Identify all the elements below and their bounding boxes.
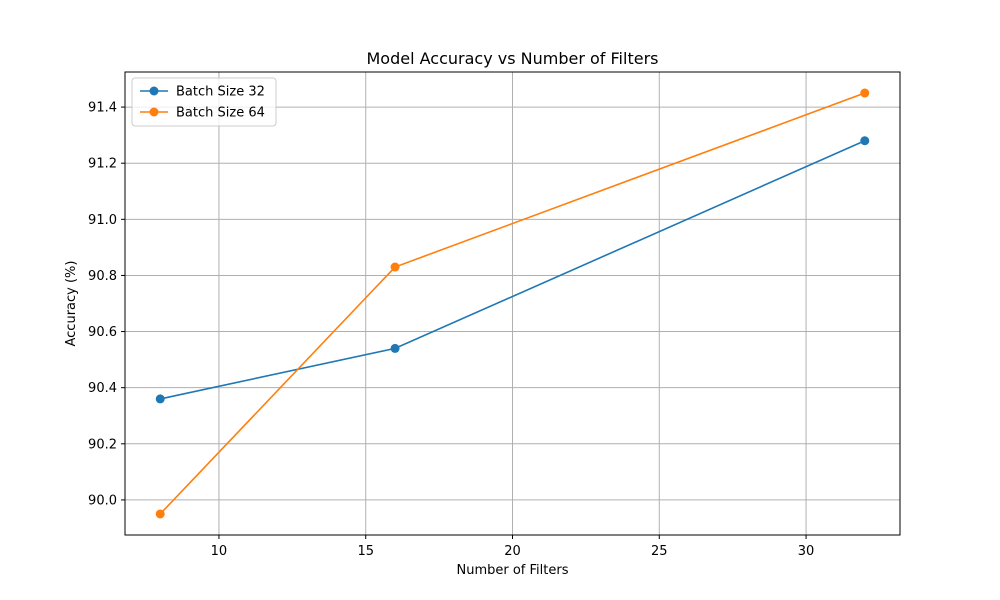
- series-1-point: [390, 343, 400, 353]
- x-tick-label: 15: [357, 544, 374, 559]
- y-axis-label: Accuracy (%): [64, 261, 79, 347]
- chart-title: Model Accuracy vs Number of Filters: [367, 49, 659, 68]
- legend-swatch-marker: [149, 107, 159, 117]
- x-tick-label: 20: [504, 544, 521, 559]
- series-2-point: [155, 509, 165, 519]
- legend-entry-label: Batch Size 32: [176, 85, 265, 100]
- y-tick-label: 90.0: [88, 493, 117, 508]
- y-tick-label: 90.8: [88, 269, 117, 284]
- x-axis-label: Number of Filters: [457, 563, 569, 578]
- series-2-point: [390, 262, 400, 272]
- series-1-point: [860, 136, 870, 146]
- x-axis-ticks: 10 15 20 25 30: [211, 535, 815, 559]
- y-tick-label: 90.6: [88, 325, 117, 340]
- x-tick-label: 30: [798, 544, 815, 559]
- series-layer: [155, 88, 870, 519]
- x-tick-label: 10: [211, 544, 228, 559]
- series-1-point: [155, 394, 165, 404]
- legend-box: [131, 77, 277, 127]
- legend-entry-label: Batch Size 64: [176, 106, 265, 121]
- legend-swatch-marker: [149, 86, 159, 96]
- y-tick-label: 90.2: [88, 437, 117, 452]
- series-2-point: [860, 88, 870, 98]
- y-tick-label: 91.0: [88, 213, 117, 228]
- y-tick-label: 91.2: [88, 157, 117, 172]
- x-tick-label: 25: [651, 544, 668, 559]
- y-tick-label: 90.4: [88, 381, 117, 396]
- y-tick-label: 91.4: [88, 101, 117, 116]
- y-axis-ticks: 90.0 90.2 90.4 90.6 90.8 91.0 91.2 91.4: [88, 101, 125, 508]
- legend: Batch Size 32 Batch Size 64: [131, 77, 277, 127]
- grid-lines: [125, 72, 900, 535]
